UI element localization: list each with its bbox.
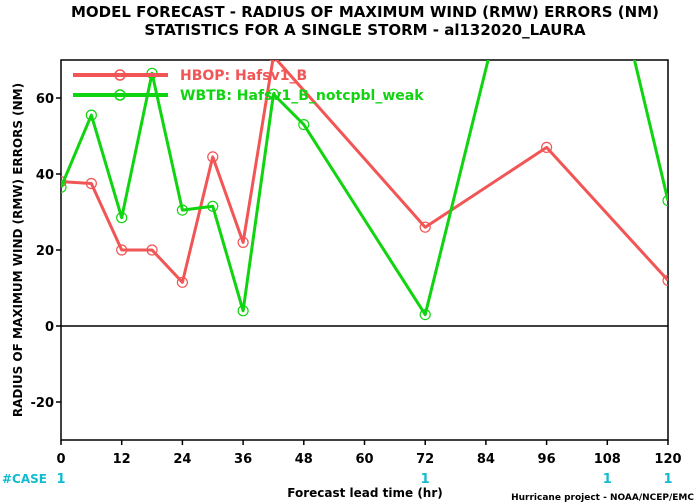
legend-label: WBTB: Hafsv1_B_notcpbl_weak	[180, 88, 424, 104]
footer-credit: Hurricane project - NOAA/NCEP/EMC	[511, 493, 694, 503]
y-axis-ticks: -20 0 20 40 60	[31, 92, 61, 411]
data-point	[298, 118, 310, 131]
x-tick-label: 84	[477, 452, 495, 467]
y-tick-label: 40	[36, 168, 54, 183]
x-axis-ticks: 0 12 24 36 48 60 72 84 96 108 120	[56, 440, 682, 467]
y-axis-label: RADIUS OF MAXIMUM WIND (RMW) ERRORS (NM)	[11, 83, 25, 417]
legend-marker	[114, 69, 126, 81]
y-tick-label: -20	[31, 396, 55, 411]
y-tick-label: 20	[36, 244, 54, 259]
x-tick-label: 96	[538, 452, 556, 467]
data-point	[207, 200, 219, 212]
case-label: #CASE	[2, 472, 47, 486]
x-tick-label: 48	[295, 452, 313, 467]
legend-marker	[114, 89, 126, 101]
chart-title-line2: STATISTICS FOR A SINGLE STORM - al132020…	[144, 21, 586, 39]
x-tick-label: 0	[56, 452, 65, 467]
series-line-1	[61, 60, 668, 317]
case-counts: 1 1 1 1	[56, 472, 672, 487]
data-point	[419, 309, 431, 321]
data-point	[61, 176, 67, 188]
data-point	[267, 88, 280, 100]
data-point	[540, 141, 553, 153]
x-axis-label: Forecast lead time (hr)	[287, 486, 443, 500]
x-tick-label: 36	[234, 452, 252, 467]
x-tick-label: 24	[173, 452, 191, 467]
data-point	[85, 109, 97, 121]
data-point	[237, 305, 249, 317]
data-point	[662, 195, 668, 207]
x-tick-label: 108	[594, 452, 621, 467]
x-tick-label: 72	[416, 452, 434, 467]
case-count: 1	[56, 472, 65, 487]
data-point	[176, 276, 188, 288]
data-point	[176, 204, 188, 216]
data-point	[237, 236, 249, 248]
data-point	[269, 60, 278, 62]
data-point	[662, 274, 668, 286]
legend: HBOP: Hafsv1_B WBTB: Hafsv1_B_notcpbl_wea…	[73, 68, 424, 104]
x-tick-label: 120	[654, 452, 681, 467]
case-count: 1	[603, 472, 612, 487]
data-point	[146, 244, 158, 256]
y-tick-label: 0	[45, 320, 54, 335]
data-point	[116, 212, 128, 224]
chart-title-line1: MODEL FORECAST - RADIUS OF MAXIMUM WIND …	[71, 3, 659, 21]
data-point	[419, 221, 431, 233]
case-count: 1	[421, 472, 430, 487]
data-point	[61, 181, 67, 193]
y-tick-label: 60	[36, 92, 54, 107]
data-point	[85, 177, 97, 190]
x-tick-label: 12	[113, 452, 131, 467]
data-point	[207, 151, 219, 163]
data-point	[116, 244, 128, 256]
x-tick-label: 60	[355, 452, 373, 467]
case-count: 1	[663, 472, 672, 487]
legend-label: HBOP: Hafsv1_B	[180, 68, 307, 84]
series-layer	[61, 60, 668, 321]
series-line-0	[61, 60, 668, 284]
